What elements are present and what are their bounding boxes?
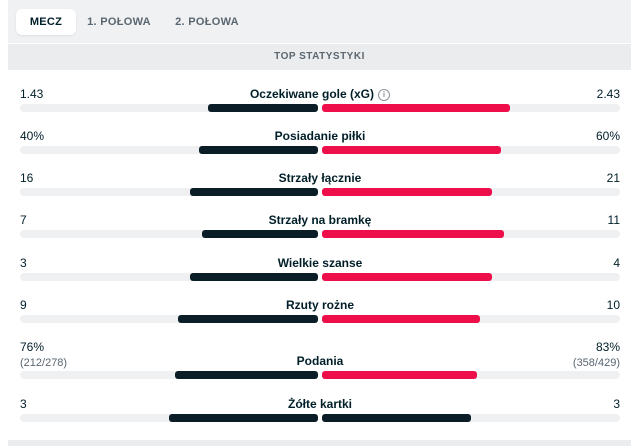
home-value: 7 xyxy=(20,213,27,227)
stat-category-label: Strzały łącznie xyxy=(278,171,362,185)
home-value: 16 xyxy=(20,171,34,185)
stat-category: Rzuty rożne xyxy=(170,298,470,312)
home-value: 3 xyxy=(20,256,27,270)
away-value: 83% xyxy=(595,340,620,354)
away-bar-track xyxy=(322,273,620,281)
home-bar xyxy=(169,414,318,422)
home-value: 76% xyxy=(20,340,45,354)
home-bar xyxy=(202,230,318,238)
away-bar xyxy=(322,414,471,422)
stat-category-label: Podania xyxy=(296,354,344,368)
away-bar xyxy=(322,273,492,281)
section-title: TOP STATYSTYKI xyxy=(8,44,631,70)
stat-category: Podania xyxy=(170,354,470,368)
home-bar xyxy=(190,273,318,281)
away-value: 3 xyxy=(613,397,620,411)
stat-category-label: Wielkie szanse xyxy=(277,256,363,270)
home-sub-value: (212/278) xyxy=(20,357,68,369)
home-value: 40% xyxy=(20,129,45,143)
home-bar-track xyxy=(20,146,318,154)
away-value: 4 xyxy=(613,256,620,270)
home-bar xyxy=(208,104,318,112)
away-value: 21 xyxy=(606,171,620,185)
home-bar xyxy=(190,188,318,196)
home-bar xyxy=(175,371,318,379)
away-bar xyxy=(322,104,510,112)
stat-row: 1.43 2.43 Oczekiwane gole (xG) i xyxy=(20,87,620,121)
tab-second-half[interactable]: 2. POŁOWA xyxy=(175,16,239,28)
home-value: 9 xyxy=(20,298,27,312)
home-bar-track xyxy=(20,230,318,238)
stat-category: Oczekiwane gole (xG) i xyxy=(170,87,470,101)
home-bar-track xyxy=(20,273,318,281)
away-bar-track xyxy=(322,414,620,422)
stat-category: Strzały łącznie xyxy=(170,171,470,185)
away-bar-track xyxy=(322,188,620,196)
stat-category-label: Oczekiwane gole (xG) xyxy=(249,87,375,101)
away-value: 60% xyxy=(595,129,620,143)
away-bar xyxy=(322,188,492,196)
stat-category: Strzały na bramkę xyxy=(170,213,470,227)
tab-first-half[interactable]: 1. POŁOWA xyxy=(87,16,151,28)
away-bar-track xyxy=(322,315,620,323)
home-bar-track xyxy=(20,371,318,379)
away-bar xyxy=(322,315,480,323)
away-bar xyxy=(322,371,477,379)
away-value: 2.43 xyxy=(596,87,620,101)
home-bar-track xyxy=(20,315,318,323)
away-bar-track xyxy=(322,371,620,379)
away-sub-value: (358/429) xyxy=(572,357,620,369)
stat-row: 3 3 Żółte kartki xyxy=(20,397,620,431)
stat-category-label: Posiadanie piłki xyxy=(274,129,366,143)
away-bar xyxy=(322,146,501,154)
away-bar-track xyxy=(322,146,620,154)
home-bar xyxy=(178,315,318,323)
away-value: 10 xyxy=(606,298,620,312)
home-value: 3 xyxy=(20,397,27,411)
home-bar xyxy=(199,146,318,154)
stat-category-label: Żółte kartki xyxy=(287,397,353,411)
next-section-strip xyxy=(8,440,631,446)
stat-category: Wielkie szanse xyxy=(170,256,470,270)
info-icon[interactable]: i xyxy=(378,88,391,101)
tab-match[interactable]: MECZ xyxy=(16,9,76,35)
stat-row: 76% 83% (212/278) (358/429) Podania xyxy=(20,340,620,379)
home-value: 1.43 xyxy=(20,87,44,101)
stat-row: 7 11 Strzały na bramkę xyxy=(20,213,620,247)
away-bar-track xyxy=(322,230,620,238)
period-tabs: MECZ 1. POŁOWA 2. POŁOWA xyxy=(8,0,631,43)
away-bar-track xyxy=(322,104,620,112)
stat-row: 3 4 Wielkie szanse xyxy=(20,256,620,290)
stat-category-label: Strzały na bramkę xyxy=(268,213,372,227)
home-bar-track xyxy=(20,188,318,196)
away-bar xyxy=(322,230,504,238)
stat-row: 40% 60% Posiadanie piłki xyxy=(20,129,620,163)
stat-category-label: Rzuty rożne xyxy=(285,298,354,312)
away-value: 11 xyxy=(607,213,620,227)
home-bar-track xyxy=(20,104,318,112)
stat-category: Posiadanie piłki xyxy=(170,129,470,143)
home-bar-track xyxy=(20,414,318,422)
stat-row: 16 21 Strzały łącznie xyxy=(20,171,620,205)
stat-row: 9 10 Rzuty rożne xyxy=(20,298,620,332)
stat-category: Żółte kartki xyxy=(170,397,470,411)
